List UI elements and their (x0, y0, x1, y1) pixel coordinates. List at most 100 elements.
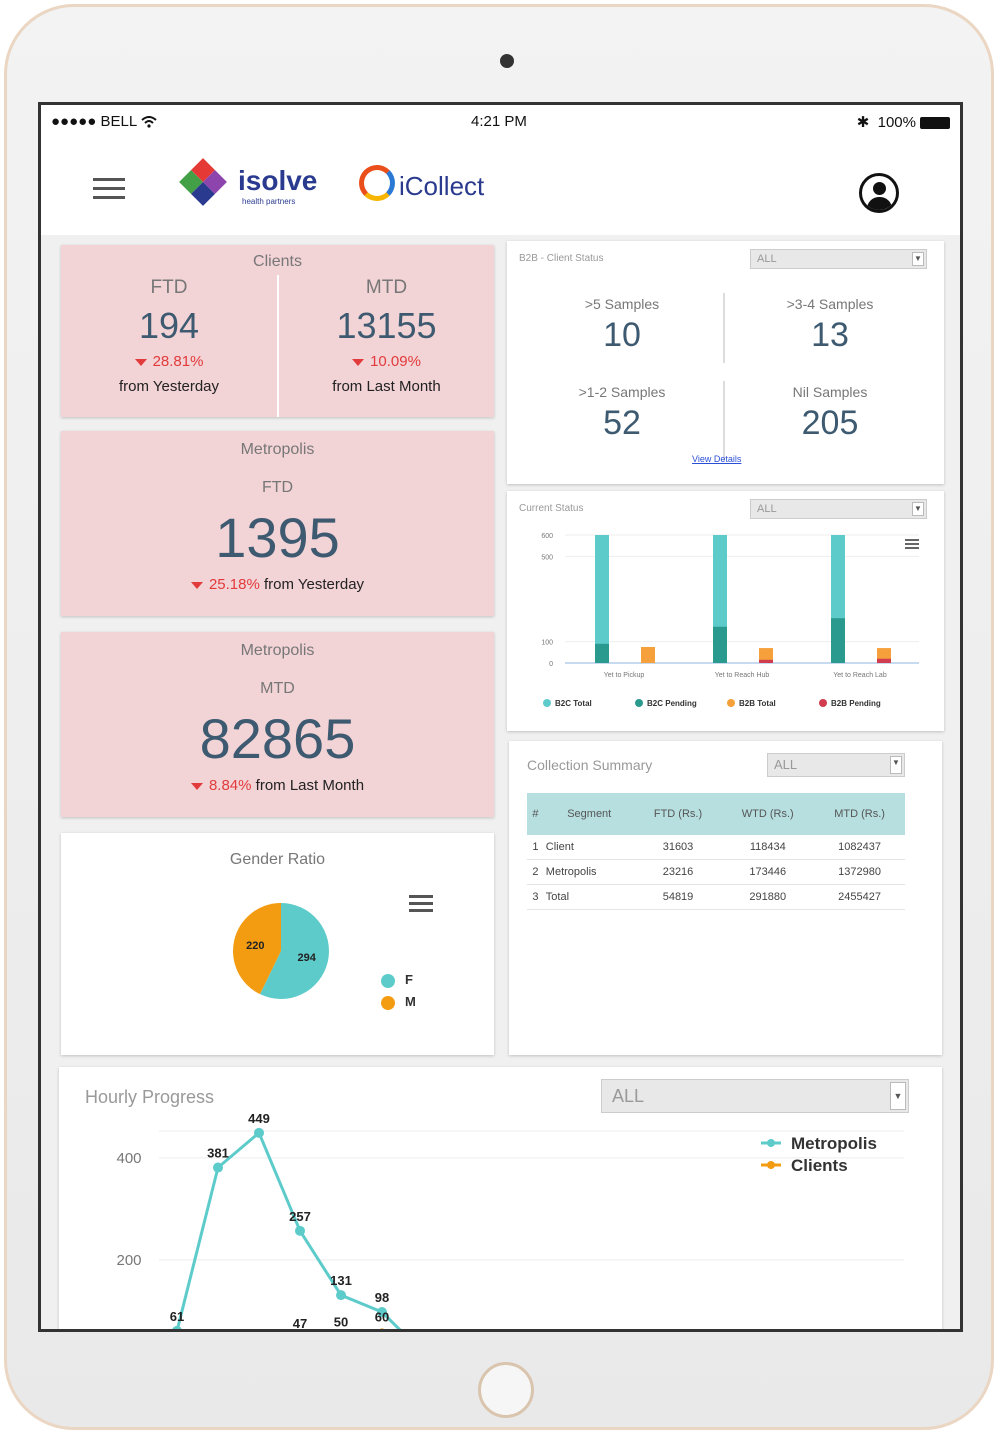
b2b-item-label: Nil Samples (792, 384, 868, 400)
b2b-client-status-card: B2B - Client Status ALL ▼ >5 Samples 10 >… (507, 241, 944, 484)
table-cell: 173446 (721, 859, 815, 885)
metropolis-ftd-title: Metropolis (240, 441, 315, 458)
table-header-cell: # (527, 793, 544, 835)
legend-marker (543, 699, 551, 707)
user-avatar-icon[interactable] (859, 173, 899, 213)
clock: 4:21 PM (471, 113, 527, 130)
gender-legend: F M (381, 969, 416, 1013)
data-point[interactable] (295, 1225, 305, 1236)
bluetooth-icon: ✱ (856, 114, 870, 131)
clients-card: Clients FTD 194 28.81% from Yesterday MT… (61, 245, 494, 417)
data-label: 27 (252, 1326, 266, 1332)
legend-item-f[interactable]: F (381, 969, 416, 991)
data-point[interactable] (379, 1328, 385, 1332)
legend-label[interactable]: B2C Total (555, 699, 592, 708)
legend-marker (727, 699, 735, 707)
menu-icon[interactable] (93, 178, 125, 200)
clients-mtd-change: 10.09% (370, 353, 421, 370)
bar-b2c-pending[interactable] (595, 643, 609, 663)
data-point[interactable] (254, 1127, 264, 1138)
app-header: isolve health partners iCollect (41, 135, 960, 235)
data-label: 61 (170, 1309, 184, 1324)
b2b-item-value: 205 (801, 404, 859, 442)
current-status-filter[interactable]: ALL ▼ (750, 499, 927, 519)
x-tick-label: Yet to Pickup (604, 672, 645, 679)
data-point[interactable] (172, 1325, 182, 1332)
clients-mtd-caption: from Last Month (332, 378, 441, 395)
metropolis-ftd-change: 25.18% (208, 576, 260, 593)
bar-b2b-total[interactable] (641, 647, 655, 663)
legend-marker (635, 699, 643, 707)
y-tick-label: 200 (116, 1252, 141, 1269)
icollect-logo-text: iCollect (399, 171, 485, 201)
bar-b2c-pending[interactable] (831, 618, 845, 663)
legend-label[interactable]: Metropolis (791, 1134, 877, 1153)
clients-ftd-change: 28.81% (152, 353, 204, 370)
current-status-card: Current Status ALL ▼ 0 100 500 600 Yet to Pic… (507, 491, 944, 731)
clients-ftd-value: 194 (138, 305, 200, 346)
legend-label[interactable]: B2C Pending (647, 699, 697, 708)
clients-mtd-label: MTD (365, 277, 408, 298)
collection-summary-filter[interactable]: ALL ▼ (767, 753, 905, 777)
y-tick-label: 500 (541, 554, 553, 561)
table-cell: 31603 (634, 835, 722, 860)
isolve-logo: isolve health partners (178, 157, 346, 213)
data-point[interactable] (336, 1290, 346, 1301)
legend-marker (767, 1161, 775, 1169)
status-bar: ●●●●● BELL 4:21 PM ✱ 100% (41, 105, 960, 135)
data-point[interactable] (377, 1306, 387, 1317)
table-row: 1 Client 31603 118434 1082437 (527, 835, 905, 860)
table-cell: 23216 (634, 859, 722, 885)
data-label: 18 (416, 1331, 430, 1332)
legend-marker (819, 699, 827, 707)
legend-label[interactable]: B2B Total (739, 699, 776, 708)
table-header-cell: FTD (Rs.) (634, 793, 722, 835)
pie-slice-m[interactable] (233, 903, 281, 995)
clients-ftd-caption: from Yesterday (118, 378, 220, 395)
current-status-bar-chart: 0 100 500 600 Yet to Pickup Yet to Reach Hub Y… (541, 533, 919, 708)
table-cell: Client (543, 835, 635, 860)
chart-menu-icon[interactable] (905, 539, 919, 549)
hourly-progress-card: Hourly Progress ALL ▼ 200 400 61 381 449 257 13… (59, 1067, 942, 1332)
bar-b2c-pending[interactable] (713, 626, 727, 663)
series-line-clients (177, 1331, 423, 1332)
legend-label[interactable]: B2B Pending (831, 699, 881, 708)
gender-ratio-title: Gender Ratio (229, 851, 326, 868)
metropolis-mtd-caption: from Last Month (255, 777, 365, 794)
pie-data-label: 294 (298, 952, 317, 964)
data-label: 381 (207, 1146, 229, 1161)
bar-b2b-total[interactable] (759, 648, 773, 663)
hourly-progress-filter[interactable]: ALL ▼ (601, 1079, 909, 1113)
gender-pie-chart: 294 220 (233, 903, 329, 999)
data-label: 257 (289, 1209, 311, 1224)
current-status-title: Current Status (519, 503, 584, 514)
data-point[interactable] (213, 1162, 223, 1173)
metropolis-mtd-card: Metropolis MTD 82865 8.84% from Last Mon… (61, 632, 494, 817)
y-tick-label: 100 (541, 640, 553, 647)
down-arrow-icon (190, 581, 203, 589)
bar-b2b-pending[interactable] (759, 659, 773, 663)
view-details-link[interactable]: View Details (692, 454, 742, 464)
b2b-item-value: 13 (811, 316, 849, 354)
down-arrow-icon (352, 358, 365, 366)
bar-b2b-pending[interactable] (877, 658, 891, 663)
metropolis-mtd-change: 8.84% (208, 777, 252, 794)
b2b-status-filter[interactable]: ALL ▼ (750, 249, 927, 269)
chart-menu-icon[interactable] (409, 895, 433, 912)
icollect-logo: iCollect (359, 165, 509, 215)
legend-label[interactable]: Clients (791, 1156, 848, 1175)
data-label: 60 (375, 1309, 389, 1324)
x-tick-label: Yet to Reach Hub (715, 672, 770, 679)
down-arrow-icon (134, 358, 147, 366)
table-cell: 2 (527, 859, 544, 885)
pie-slice-f[interactable] (260, 903, 329, 999)
hourly-progress-title: Hourly Progress (85, 1087, 215, 1107)
table-row: 2 Metropolis 23216 173446 1372980 (527, 859, 905, 885)
collection-summary-table: # Segment FTD (Rs.) WTD (Rs.) MTD (Rs.) 1 Cli… (527, 793, 905, 910)
bar-b2c-total[interactable] (595, 535, 609, 663)
home-button[interactable] (478, 1362, 534, 1418)
data-label: 50 (334, 1314, 348, 1329)
legend-item-m[interactable]: M (381, 991, 416, 1013)
table-cell: Total (543, 884, 635, 910)
icollect-logo-icon (359, 165, 395, 201)
